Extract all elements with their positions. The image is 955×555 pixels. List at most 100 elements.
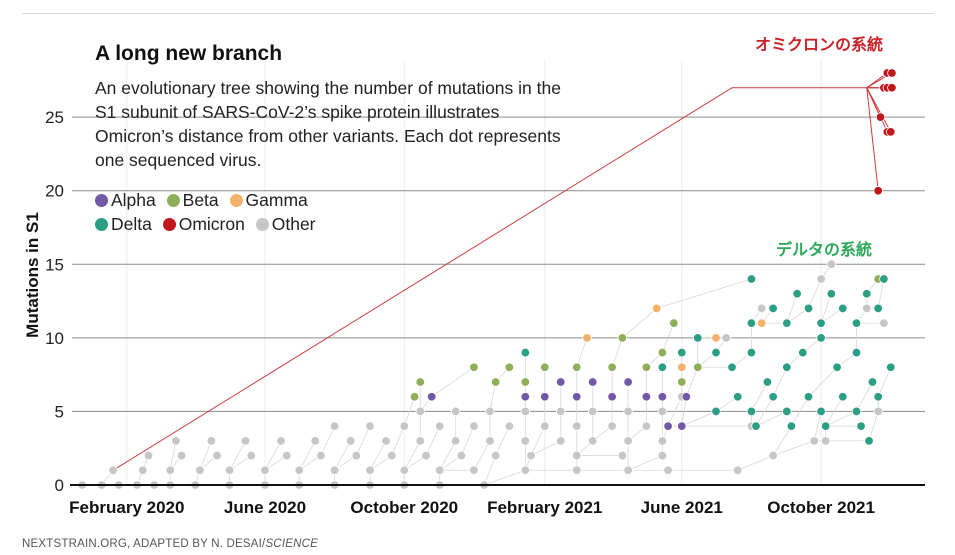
data-point-alpha-1: [520, 392, 531, 402]
data-point-other-53: [345, 436, 356, 446]
tree-branch: [772, 367, 788, 397]
tree-branch: [808, 278, 822, 309]
tree-branch: [877, 278, 885, 309]
data-point-other-93: [816, 274, 826, 284]
data-point-delta-30: [746, 318, 757, 328]
data-point-other-26: [469, 465, 479, 475]
data-point-other-73: [607, 421, 617, 431]
data-point-other-65: [329, 421, 340, 431]
data-point-delta-19: [851, 406, 862, 417]
tree-branch: [622, 308, 657, 339]
data-point-omicron-1: [875, 112, 886, 122]
omicron-sub-branch-0: [866, 87, 879, 191]
data-point-other-94: [826, 259, 837, 269]
tree-branch: [439, 440, 457, 471]
legend-swatch-other: [255, 218, 269, 231]
data-point-other-55: [415, 436, 425, 446]
data-point-other-22: [329, 465, 340, 475]
data-point-delta-2: [677, 347, 687, 358]
data-point-beta-12: [641, 362, 652, 372]
data-point-other-58: [520, 436, 531, 446]
y-tick-label-4: 20: [45, 182, 64, 201]
data-point-alpha-0: [426, 392, 437, 402]
legend-item-other: Other: [255, 212, 316, 236]
data-point-beta-1: [415, 377, 425, 387]
data-point-delta-39: [826, 289, 837, 299]
data-point-beta-0: [409, 392, 420, 402]
data-point-delta-7: [762, 377, 773, 387]
data-point-other-63: [809, 436, 819, 446]
chart-subtitle: An evolutionary tree showing the number …: [95, 78, 561, 170]
data-point-other-81: [588, 406, 598, 417]
tree-branch: [661, 322, 675, 353]
tree-branch: [627, 455, 663, 471]
tree-branch: [868, 411, 879, 441]
data-point-alpha-4: [572, 392, 582, 402]
omicron-lineage-label: オミクロンの系統: [755, 37, 884, 54]
data-point-omicron-0: [873, 186, 883, 196]
data-point-other-51: [276, 436, 286, 446]
data-point-delta-20: [733, 392, 743, 402]
data-point-other-44: [572, 450, 582, 461]
data-point-other-56: [450, 436, 461, 446]
tree-branch: [576, 337, 588, 368]
data-point-delta-1: [657, 362, 668, 372]
legend: Alpha Beta Gamma Delta Omicron Other: [95, 188, 385, 236]
data-point-other-29: [623, 465, 633, 475]
data-point-gamma-3: [711, 333, 721, 343]
tree-branch: [685, 367, 699, 397]
tree-branch: [808, 367, 838, 397]
data-point-delta-42: [879, 274, 889, 284]
data-point-other-18: [195, 465, 205, 475]
data-point-other-61: [623, 436, 633, 446]
data-point-alpha-5: [588, 377, 598, 387]
data-point-other-37: [316, 450, 326, 461]
data-point-other-90: [721, 333, 732, 343]
data-point-other-28: [572, 465, 582, 475]
data-point-other-25: [434, 465, 445, 475]
x-tick-label-0: February 2020: [69, 498, 184, 517]
data-point-gamma-4: [757, 318, 767, 328]
data-point-alpha-12: [681, 392, 692, 402]
data-point-delta-5: [727, 362, 737, 372]
data-point-other-96: [879, 318, 889, 328]
legend-swatch-gamma: [229, 194, 243, 207]
data-point-other-34: [212, 450, 222, 461]
data-point-other-17: [165, 465, 175, 475]
data-point-delta-23: [838, 392, 848, 402]
tree-branch: [772, 440, 815, 456]
legend-item-alpha: Alpha: [95, 188, 156, 212]
tree-branch: [355, 425, 371, 456]
data-point-delta-31: [782, 318, 792, 328]
data-point-beta-5: [520, 377, 531, 387]
x-tick-label-2: October 2020: [350, 498, 458, 517]
data-point-other-62: [657, 436, 668, 446]
data-point-delta-27: [820, 421, 831, 431]
tree-branch: [755, 396, 774, 427]
data-point-alpha-11: [677, 421, 687, 431]
data-point-other-32: [143, 450, 154, 461]
data-point-other-77: [450, 406, 461, 417]
data-point-beta-8: [572, 362, 582, 372]
data-point-delta-29: [864, 436, 874, 446]
data-point-other-64: [820, 436, 831, 446]
data-point-other-52: [310, 436, 320, 446]
data-point-other-31: [733, 465, 743, 475]
data-point-beta-4: [504, 362, 515, 372]
y-axis-label: Mutations in S1: [23, 212, 42, 338]
data-point-delta-13: [867, 377, 878, 387]
data-point-delta-17: [782, 406, 792, 417]
data-point-delta-21: [768, 392, 778, 402]
legend-swatch-alpha: [95, 194, 108, 207]
tree-branch: [391, 425, 405, 456]
data-point-other-21: [294, 465, 304, 475]
chart-title: A long new branch: [95, 42, 283, 65]
source-credit-publication: SCIENCE: [265, 538, 318, 550]
data-point-other-36: [281, 450, 292, 461]
data-point-beta-3: [490, 377, 501, 387]
tree-branch: [403, 396, 415, 427]
data-point-delta-38: [792, 289, 802, 299]
data-point-other-72: [572, 421, 582, 431]
data-point-beta-17: [669, 318, 679, 328]
